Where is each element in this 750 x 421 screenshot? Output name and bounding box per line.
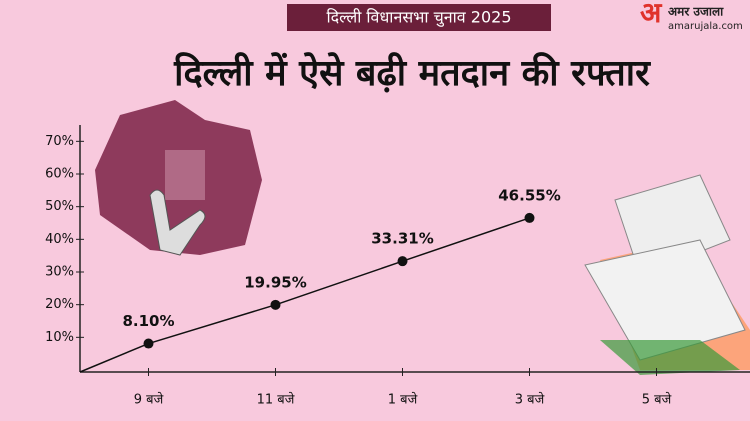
banner-box: [287, 4, 551, 31]
x-tick-label: 11 बजे: [257, 392, 295, 408]
y-tick-label: 30%: [45, 265, 74, 280]
x-tick-label: 1 बजे: [388, 392, 418, 408]
data-point: [397, 256, 408, 267]
banner: दिल्ली विधानसभा चुनाव 2025: [326, 8, 511, 28]
x-tick-label: 3 बजे: [515, 392, 545, 408]
y-tick-label: 10%: [45, 330, 74, 345]
x-tick-label: 5 बजे: [642, 392, 672, 408]
chart-title: दिल्ली में ऐसे बढ़ी मतदान की रफ्तार: [173, 52, 651, 94]
data-point: [524, 212, 535, 223]
value-label: 46.55%: [498, 186, 560, 204]
logo-url: amarujala.com: [668, 21, 743, 32]
x-tick-label: 9 बजे: [134, 392, 164, 408]
evm-illustration: [584, 174, 750, 375]
data-point: [143, 338, 154, 349]
line-series: [148, 217, 530, 345]
value-label: 19.95%: [244, 273, 306, 291]
data-point: [270, 299, 281, 310]
value-label: 33.31%: [371, 230, 433, 248]
y-tick-label: 60%: [45, 167, 74, 182]
y-tick-label: 50%: [45, 199, 74, 214]
logo-mark: अ: [640, 0, 663, 29]
line-lead-in: [79, 342, 149, 373]
y-tick-label: 20%: [45, 297, 74, 312]
logo: अमर उजाला: [668, 5, 724, 19]
value-label: 8.10%: [122, 312, 174, 330]
y-tick-label: 40%: [45, 232, 74, 247]
y-tick-label: 70%: [45, 134, 74, 149]
map-illustration: [95, 100, 262, 256]
